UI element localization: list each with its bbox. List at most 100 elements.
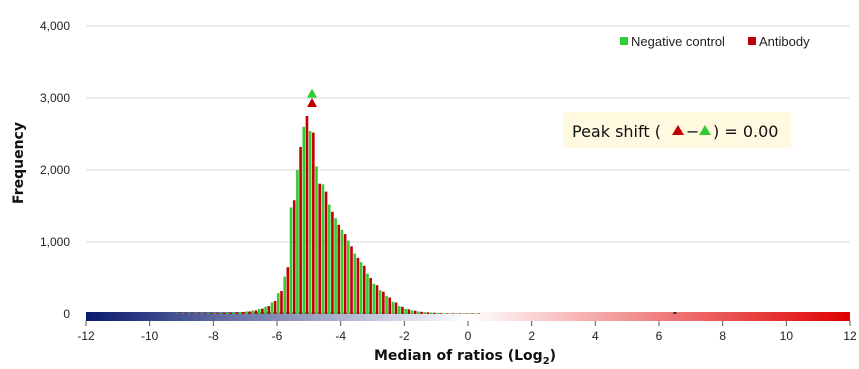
bar-negative-control [232,312,236,314]
bar-negative-control [200,313,204,314]
bar-negative-control [277,293,280,314]
bar-negative-control [187,313,191,314]
bar-antibody [248,311,251,314]
bar-antibody [324,191,328,314]
x-tick-label: 10 [780,329,794,343]
bar-antibody [343,234,347,314]
x-axis-title-subscript: 2 [543,356,550,367]
x-tick-label: 12 [843,329,857,343]
x-tick-label: 8 [719,329,726,343]
peak-shift-prefix: Peak shift ( [572,122,661,141]
x-axis-title: Median of ratios (Log2) [374,348,556,367]
bar-negative-control [181,313,185,314]
bar-antibody [426,312,430,314]
bar-negative-control [448,313,452,314]
bar-negative-control [213,313,216,314]
bar-antibody [407,309,411,314]
bar-antibody [267,306,271,314]
x-axis-ticks: -12 -10 -8 -6 -4 -2 0 2 4 6 8 10 12 [77,321,857,343]
y-tick-label: 1,000 [40,235,70,249]
bar-antibody [191,313,194,314]
legend-label-negative-control: Negative control [631,34,725,49]
bar-negative-control [245,311,248,314]
legend-swatch-antibody [748,37,756,45]
bar-negative-control [410,310,414,314]
peak-shift-green-triangle-icon [699,125,711,135]
y-tick-label: 2,000 [40,163,70,177]
x-tick-label: -8 [208,329,219,343]
bar-negative-control [327,204,331,314]
peak-shift-dash: − [686,122,699,141]
bar-negative-control [219,312,223,314]
bar-negative-control [264,306,267,314]
bar-negative-control [455,313,458,314]
bar-negative-control [251,310,255,314]
bar-antibody [471,313,474,314]
bar-antibody [382,291,385,314]
bar-antibody [305,116,309,314]
x-tick-label: -4 [335,329,346,343]
bar-antibody [445,313,449,314]
bar-antibody [280,290,283,314]
bar-negative-control [436,313,439,314]
bar-antibody [299,146,302,314]
bar-negative-control [417,311,420,314]
bar-antibody [420,311,423,314]
bar-negative-control [391,301,395,314]
bar-negative-control [302,126,306,314]
bar-antibody [331,211,334,314]
gridlines [86,25,850,243]
x-tick-label: -6 [272,329,283,343]
legend: Negative control Antibody [620,34,810,49]
x-tick-label: -12 [77,329,95,343]
peak-marker-triangle [307,88,318,98]
bar-negative-control [340,229,344,314]
bar-antibody [203,313,207,314]
bar-antibody [235,312,239,314]
bar-negative-control [175,313,178,314]
bar-antibody [222,312,226,314]
bar-negative-control [308,131,312,314]
bar-antibody [254,310,258,314]
bar-antibody [356,257,360,314]
bar-antibody [401,306,404,314]
x-axis-title-close: ) [550,348,556,364]
bar-antibody [318,183,321,314]
bar-negative-control [366,273,369,314]
bar-antibody [369,278,372,314]
bar-antibody [394,302,398,314]
peak-shift-value: ) = 0.00 [713,122,778,141]
bar-negative-control [429,312,433,314]
bar-antibody [184,313,188,314]
bar-antibody [292,200,296,314]
bar-negative-control [226,312,229,314]
ratio-color-gradient-bar [86,312,850,321]
bar-antibody [458,313,462,314]
peak-markers [307,88,677,314]
y-axis-title: Frequency [11,122,27,204]
bar-negative-control [347,240,350,314]
x-tick-label: 6 [656,329,663,343]
bar-negative-control [461,313,465,314]
bar-antibody [375,285,379,314]
histogram-bars [175,116,481,314]
bar-negative-control [334,218,337,314]
bar-antibody [286,267,290,314]
bar-negative-control [468,313,471,314]
bar-negative-control [270,302,274,314]
bar-negative-control [283,276,286,314]
bar-antibody [241,311,245,314]
bar-negative-control [378,290,382,314]
bar-negative-control [385,296,388,314]
bar-antibody [210,313,213,314]
bar-antibody [452,313,455,314]
bar-negative-control [194,313,197,314]
bar-negative-control [296,170,299,314]
bar-negative-control [397,306,401,314]
bar-antibody [432,312,436,314]
bar-negative-control [206,313,210,314]
x-tick-label: 2 [528,329,535,343]
x-tick-label: 0 [465,329,472,343]
bar-antibody [464,313,468,314]
